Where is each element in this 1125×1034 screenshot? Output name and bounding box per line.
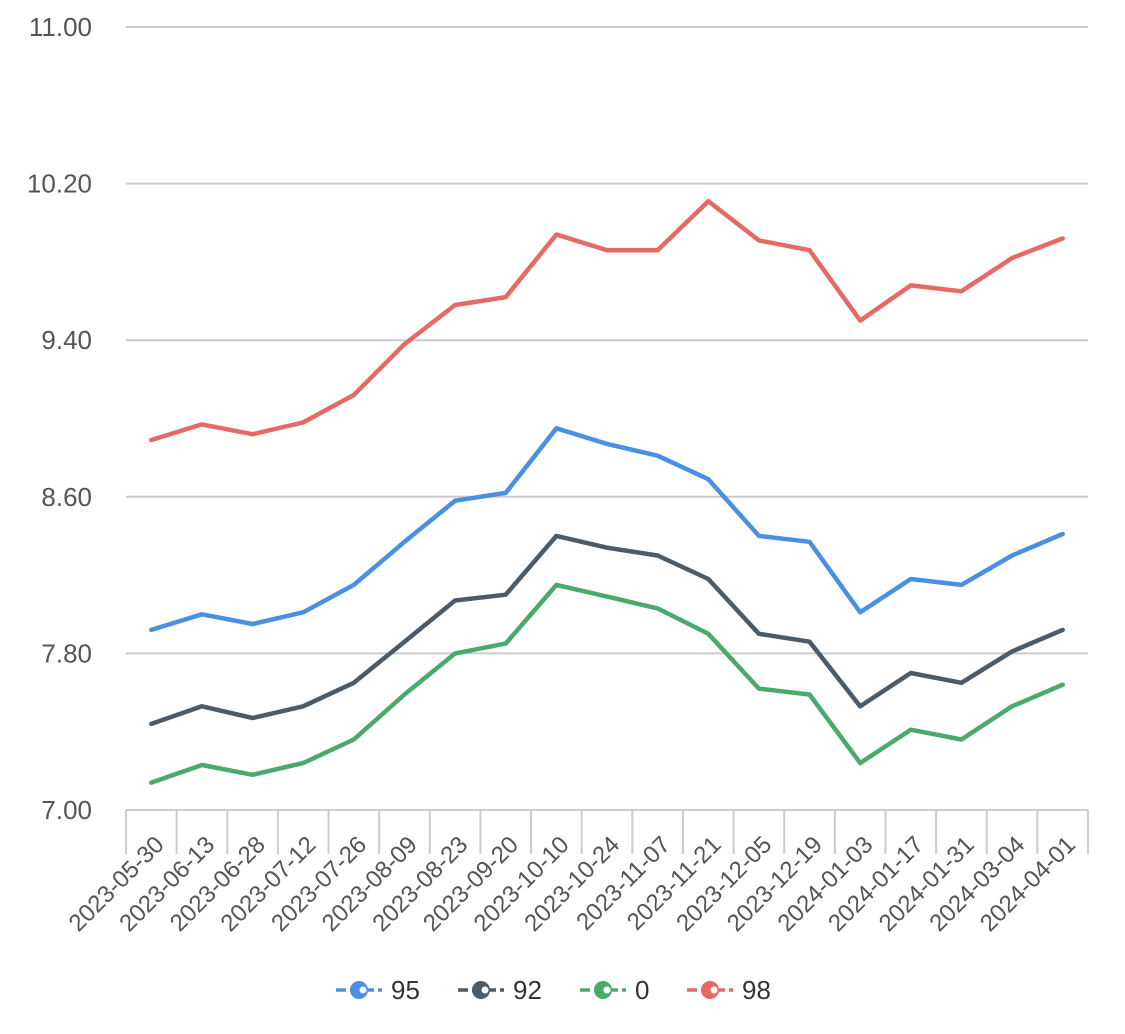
legend-item-92[interactable]: 92 <box>458 975 542 1005</box>
legend-item-0[interactable]: 0 <box>580 975 649 1005</box>
y-tick-label: 10.20 <box>27 169 92 199</box>
x-axis: 2023-05-302023-06-132023-06-282023-07-12… <box>64 810 1089 937</box>
legend[interactable]: 95 92 0 98 <box>336 975 771 1005</box>
series-lines <box>149 198 1065 785</box>
y-axis-ticks: 7.00 7.80 8.60 9.40 10.20 11.00 <box>27 12 92 825</box>
legend-marker-icon <box>472 981 490 999</box>
grid-lines <box>126 26 1088 811</box>
legend-item-98[interactable]: 98 <box>687 975 771 1005</box>
legend-item-95[interactable]: 95 <box>336 975 420 1005</box>
legend-marker-dot <box>481 986 489 994</box>
legend-marker-dot <box>359 986 367 994</box>
legend-label: 92 <box>513 975 542 1005</box>
legend-marker-dot <box>710 986 718 994</box>
legend-label: 0 <box>635 975 649 1005</box>
y-tick-label: 7.80 <box>41 638 92 668</box>
legend-marker-icon <box>594 981 612 999</box>
series-line-0 <box>149 582 1065 785</box>
y-tick-label: 11.00 <box>29 12 92 42</box>
series-line-92 <box>149 533 1065 727</box>
y-tick-label: 8.60 <box>41 482 92 512</box>
legend-label: 98 <box>742 975 771 1005</box>
y-tick-label: 9.40 <box>41 325 92 355</box>
y-tick-label: 7.00 <box>41 795 92 825</box>
series-line-95 <box>149 426 1065 633</box>
legend-marker-dot <box>603 986 611 994</box>
legend-label: 95 <box>391 975 420 1005</box>
legend-marker-icon <box>701 981 719 999</box>
legend-marker-icon <box>350 981 368 999</box>
series-line-98 <box>149 198 1065 443</box>
